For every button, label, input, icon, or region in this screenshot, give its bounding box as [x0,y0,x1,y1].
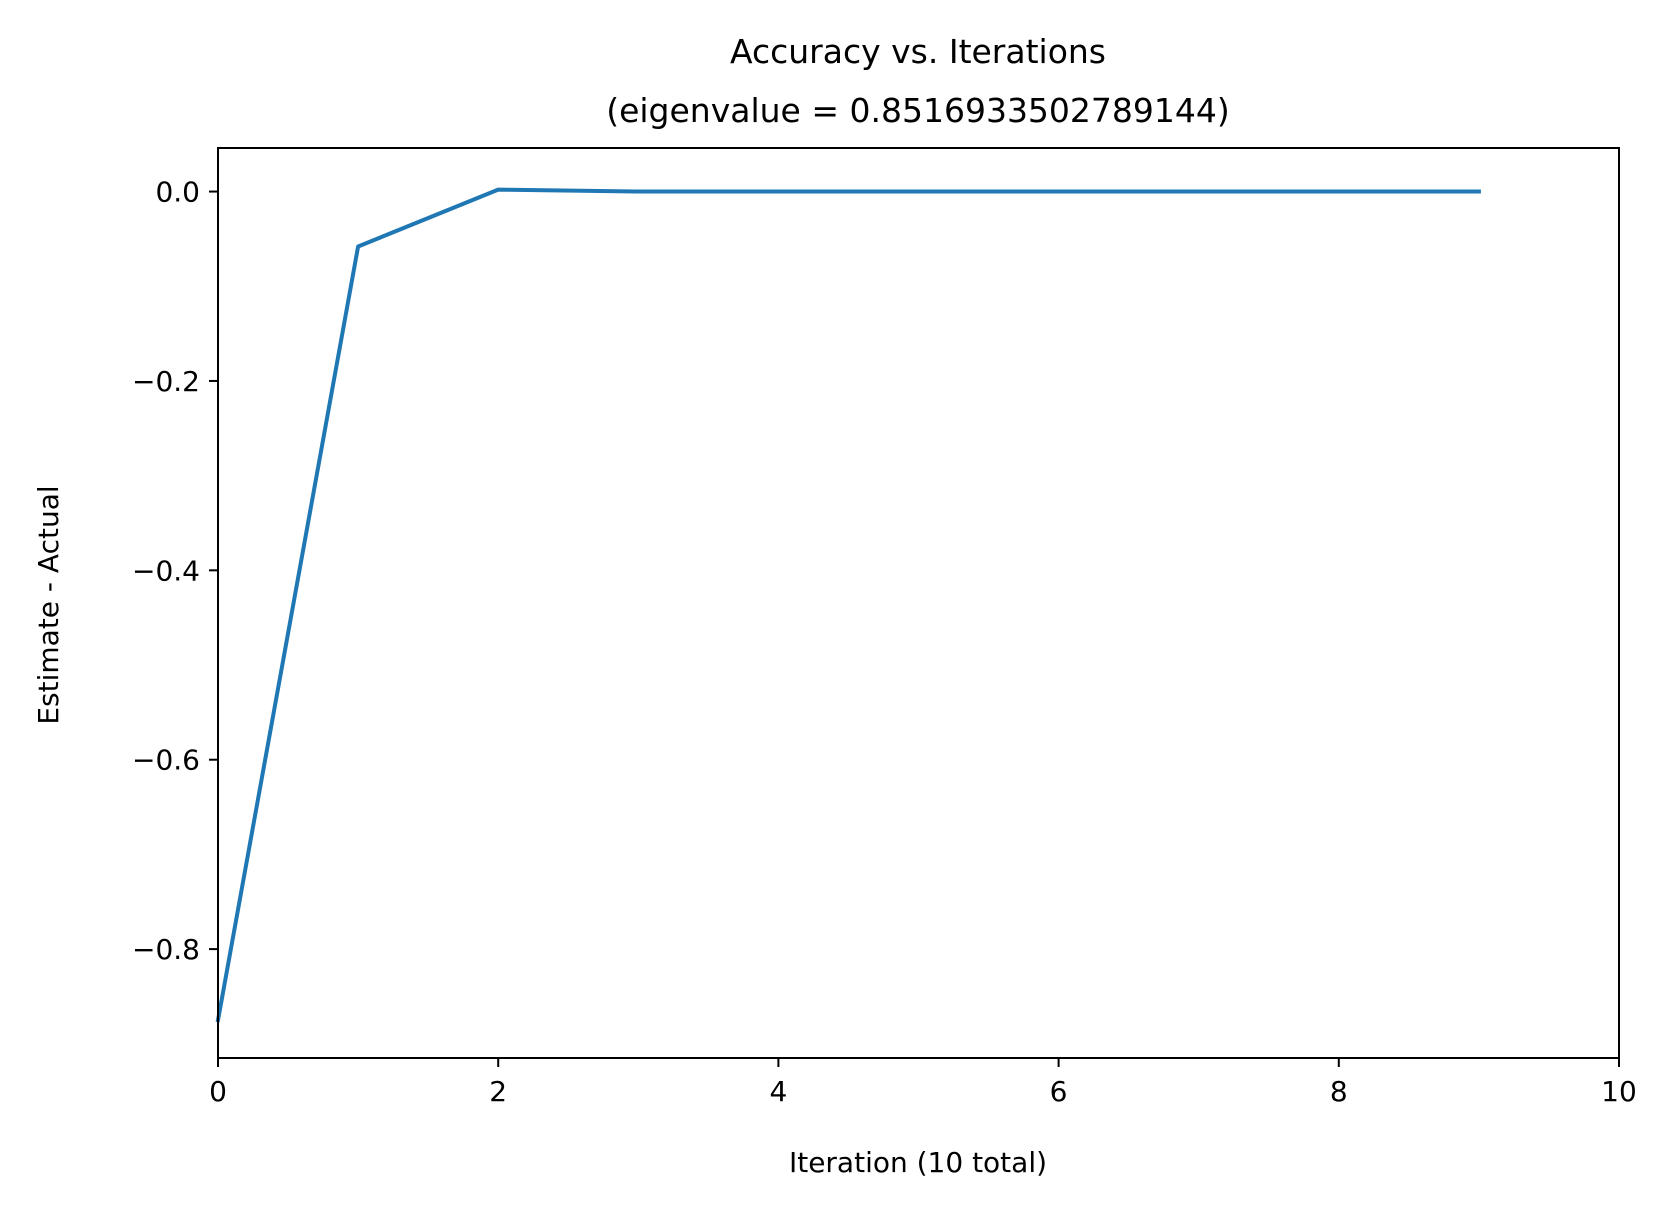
chart-subtitle: (eigenvalue = 0.8516933502789144) [606,91,1230,130]
y-axis-label: Estimate - Actual [32,485,65,724]
axes-frame [217,147,1620,1059]
x-axis-label: Iteration (10 total) [789,1146,1047,1179]
y-tick-label: 0.0 [155,176,200,209]
chart-title: Accuracy vs. Iterations [730,32,1106,71]
series-line-0 [215,187,1481,1023]
x-tick-label: 10 [1601,1075,1637,1108]
plot-area: 0 2 4 6 8 10 0.0 −0.2 −0.4 −0.6 −0.8 [132,147,1637,1108]
y-tick-label: −0.2 [132,365,200,398]
x-tick-label: 8 [1330,1075,1348,1108]
x-tick-label: 2 [489,1075,507,1108]
y-tick-label: −0.8 [132,933,200,966]
x-tick-label: 0 [209,1075,227,1108]
x-tick-label: 6 [1050,1075,1068,1108]
y-tick-label: −0.6 [132,744,200,777]
x-tick-label: 4 [769,1075,787,1108]
y-tick-label: −0.4 [132,554,200,587]
